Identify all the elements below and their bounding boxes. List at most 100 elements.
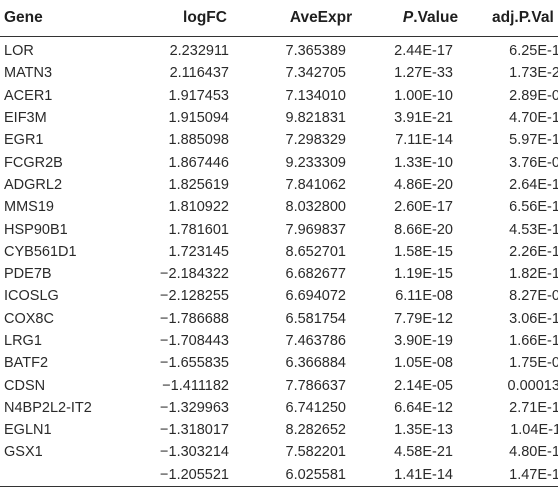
cell-aveexpr: 7.463786 [285,333,346,349]
cell-aveexpr: 7.342705 [285,65,346,82]
cell-adj-pval: 8.27E-07 [509,288,558,305]
cell-aveexpr: 9.821831 [285,110,346,127]
cell-gene: GSX1 [4,444,43,461]
table-row: EGLN1 −1.318017 8.282652 1.35E-13 1.04E-11 [0,419,558,441]
cell-gene: ICOSLG [4,288,59,305]
cell-logfc: −1.318017 [160,422,229,439]
table-row: MATN3 2.116437 7.342705 1.27E-33 1.73E-29 [0,62,558,84]
table-row: MMS19 1.810922 8.032800 2.60E-17 6.56E-15 [0,196,558,218]
cell-adj-pval: 1.47E-12 [477,463,558,487]
cell-pvalue: 2.14E-05 [394,377,453,394]
cell-gene: CYB561D1 [4,243,77,260]
cell-gene: MMS19 [4,199,54,216]
cell-adj-pval: 3.76E-09 [509,154,558,171]
cell-gene: MATN3 [4,65,53,82]
cell-gene: COX8C [4,310,54,327]
cell-aveexpr: 6.694072 [285,288,346,305]
header-pvalue: P.Value [364,0,477,37]
cell-gene: EGLN1 [4,422,52,439]
cell-logfc: 1.917453 [168,87,229,104]
cell-pvalue: 1.00E-10 [394,87,453,104]
cell-aveexpr: 7.969837 [285,221,346,238]
cell-pvalue: 6.11E-08 [395,288,453,305]
cell-logfc: 1.781601 [168,221,229,238]
header-adj-pval: adj.P.Val [477,0,558,37]
cell-pvalue: 7.11E-14 [395,132,453,149]
table-row: CDSN −1.411182 7.786637 2.14E-05 0.000139 [0,374,558,396]
cell-adj-pval: 4.80E-18 [509,444,558,461]
cell-gene: EGR1 [4,132,44,149]
cell-aveexpr: 6.025581 [248,463,364,487]
cell-gene: HSP90B1 [4,221,68,238]
header-pvalue-italic: P [402,8,414,26]
table-row: LOR 2.232911 7.365389 2.44E-17 6.25E-15 [0,40,558,62]
cell-adj-pval: 1.82E-13 [509,266,558,283]
table-row: HSP90B1 1.781601 7.969837 8.66E-20 4.53E-17 [0,218,558,240]
table-row: LRG1 −1.708443 7.463786 3.90E-19 1.66E-16 [0,330,558,352]
table-row: EIF3M 1.915094 9.821831 3.91E-21 4.70E-18 [0,107,558,129]
cell-adj-pval: 1.75E-07 [509,355,558,372]
table-row: ICOSLG −2.128255 6.694072 6.11E-08 8.27E-07 [0,285,558,307]
table-row: N4BP2L2-IT2 −1.329963 6.741250 6.64E-12 2.71… [0,397,558,419]
cell-pvalue: 1.58E-15 [394,243,453,260]
cell-logfc: −1.303214 [160,444,229,461]
cell-logfc: 1.867446 [168,154,229,171]
cell-adj-pval: 2.71E-10 [509,399,558,416]
cell-aveexpr: 6.682677 [285,266,346,283]
header-gene: Gene [0,0,132,37]
cell-pvalue: 2.44E-17 [394,43,453,60]
cell-pvalue: 4.58E-21 [394,444,453,461]
cell-pvalue: 4.86E-20 [394,176,453,193]
table-row: ACER1 1.917453 7.134010 1.00E-10 2.89E-09 [0,85,558,107]
cell-aveexpr: 8.032800 [285,199,346,216]
cell-logfc: −1.329963 [160,399,229,416]
cell-logfc: 2.116437 [169,65,229,82]
cell-pvalue: 8.66E-20 [394,221,453,238]
cell-adj-pval: 6.56E-15 [509,199,558,216]
cell-logfc: −2.128255 [160,288,229,305]
cell-pvalue: 1.33E-10 [394,154,453,171]
cell-gene: EIF3M [4,110,47,127]
cell-logfc: 1.810922 [168,199,229,216]
cell-logfc: −1.655835 [160,355,229,372]
cell-logfc: 2.232911 [169,43,229,60]
cell-gene: FCGR2B [4,154,63,171]
cell-aveexpr: 7.134010 [285,87,346,104]
cell-aveexpr: 6.741250 [285,399,346,416]
cell-pvalue: 2.60E-17 [394,199,453,216]
table-row: GSX1 −1.303214 7.582201 4.58E-21 4.80E-18 [0,441,558,463]
cell-aveexpr: 9.233309 [285,154,346,171]
cell-pvalue: 3.90E-19 [394,333,453,349]
cell-logfc: −1.205521 [132,463,248,487]
cell-gene: ADGRL2 [4,176,63,193]
cell-aveexpr: 6.581754 [285,310,346,327]
table-row: FCGR2B 1.867446 9.233309 1.33E-10 3.76E-09 [0,151,558,173]
cell-aveexpr: 7.298329 [285,132,346,149]
cell-logfc: 1.915094 [168,110,229,127]
cell-gene: CDSN [4,377,46,394]
cell-logfc: 1.885098 [168,132,229,149]
cell-pvalue: 1.41E-14 [364,463,477,487]
cell-pvalue: 1.05E-08 [394,355,453,372]
cell-aveexpr: 8.652701 [285,243,346,260]
cell-gene [0,463,132,487]
header-logfc: logFC [132,0,248,37]
cell-pvalue: 1.27E-33 [394,65,453,82]
cell-aveexpr: 7.582201 [285,444,346,461]
cell-logfc: −1.708443 [160,333,229,349]
cell-adj-pval: 5.97E-12 [509,132,558,149]
cell-adj-pval: 2.26E-13 [509,243,558,260]
header-row: Gene logFC AveExpr P.Value adj.P.Val [0,0,558,37]
cell-aveexpr: 8.282652 [285,422,346,439]
cell-adj-pval: 4.70E-18 [509,110,558,127]
cell-logfc: 1.723145 [168,243,229,260]
cell-adj-pval: 1.04E-11 [510,422,558,439]
cell-pvalue: 7.79E-12 [394,310,453,327]
cell-gene: BATF2 [4,355,49,372]
cell-gene: LOR [4,43,34,60]
table-row: ADGRL2 1.825619 7.841062 4.86E-20 2.64E-17 [0,174,558,196]
cell-adj-pval: 6.25E-15 [509,43,558,60]
cell-aveexpr: 7.841062 [285,176,346,193]
cell-gene: LRG1 [4,333,42,349]
